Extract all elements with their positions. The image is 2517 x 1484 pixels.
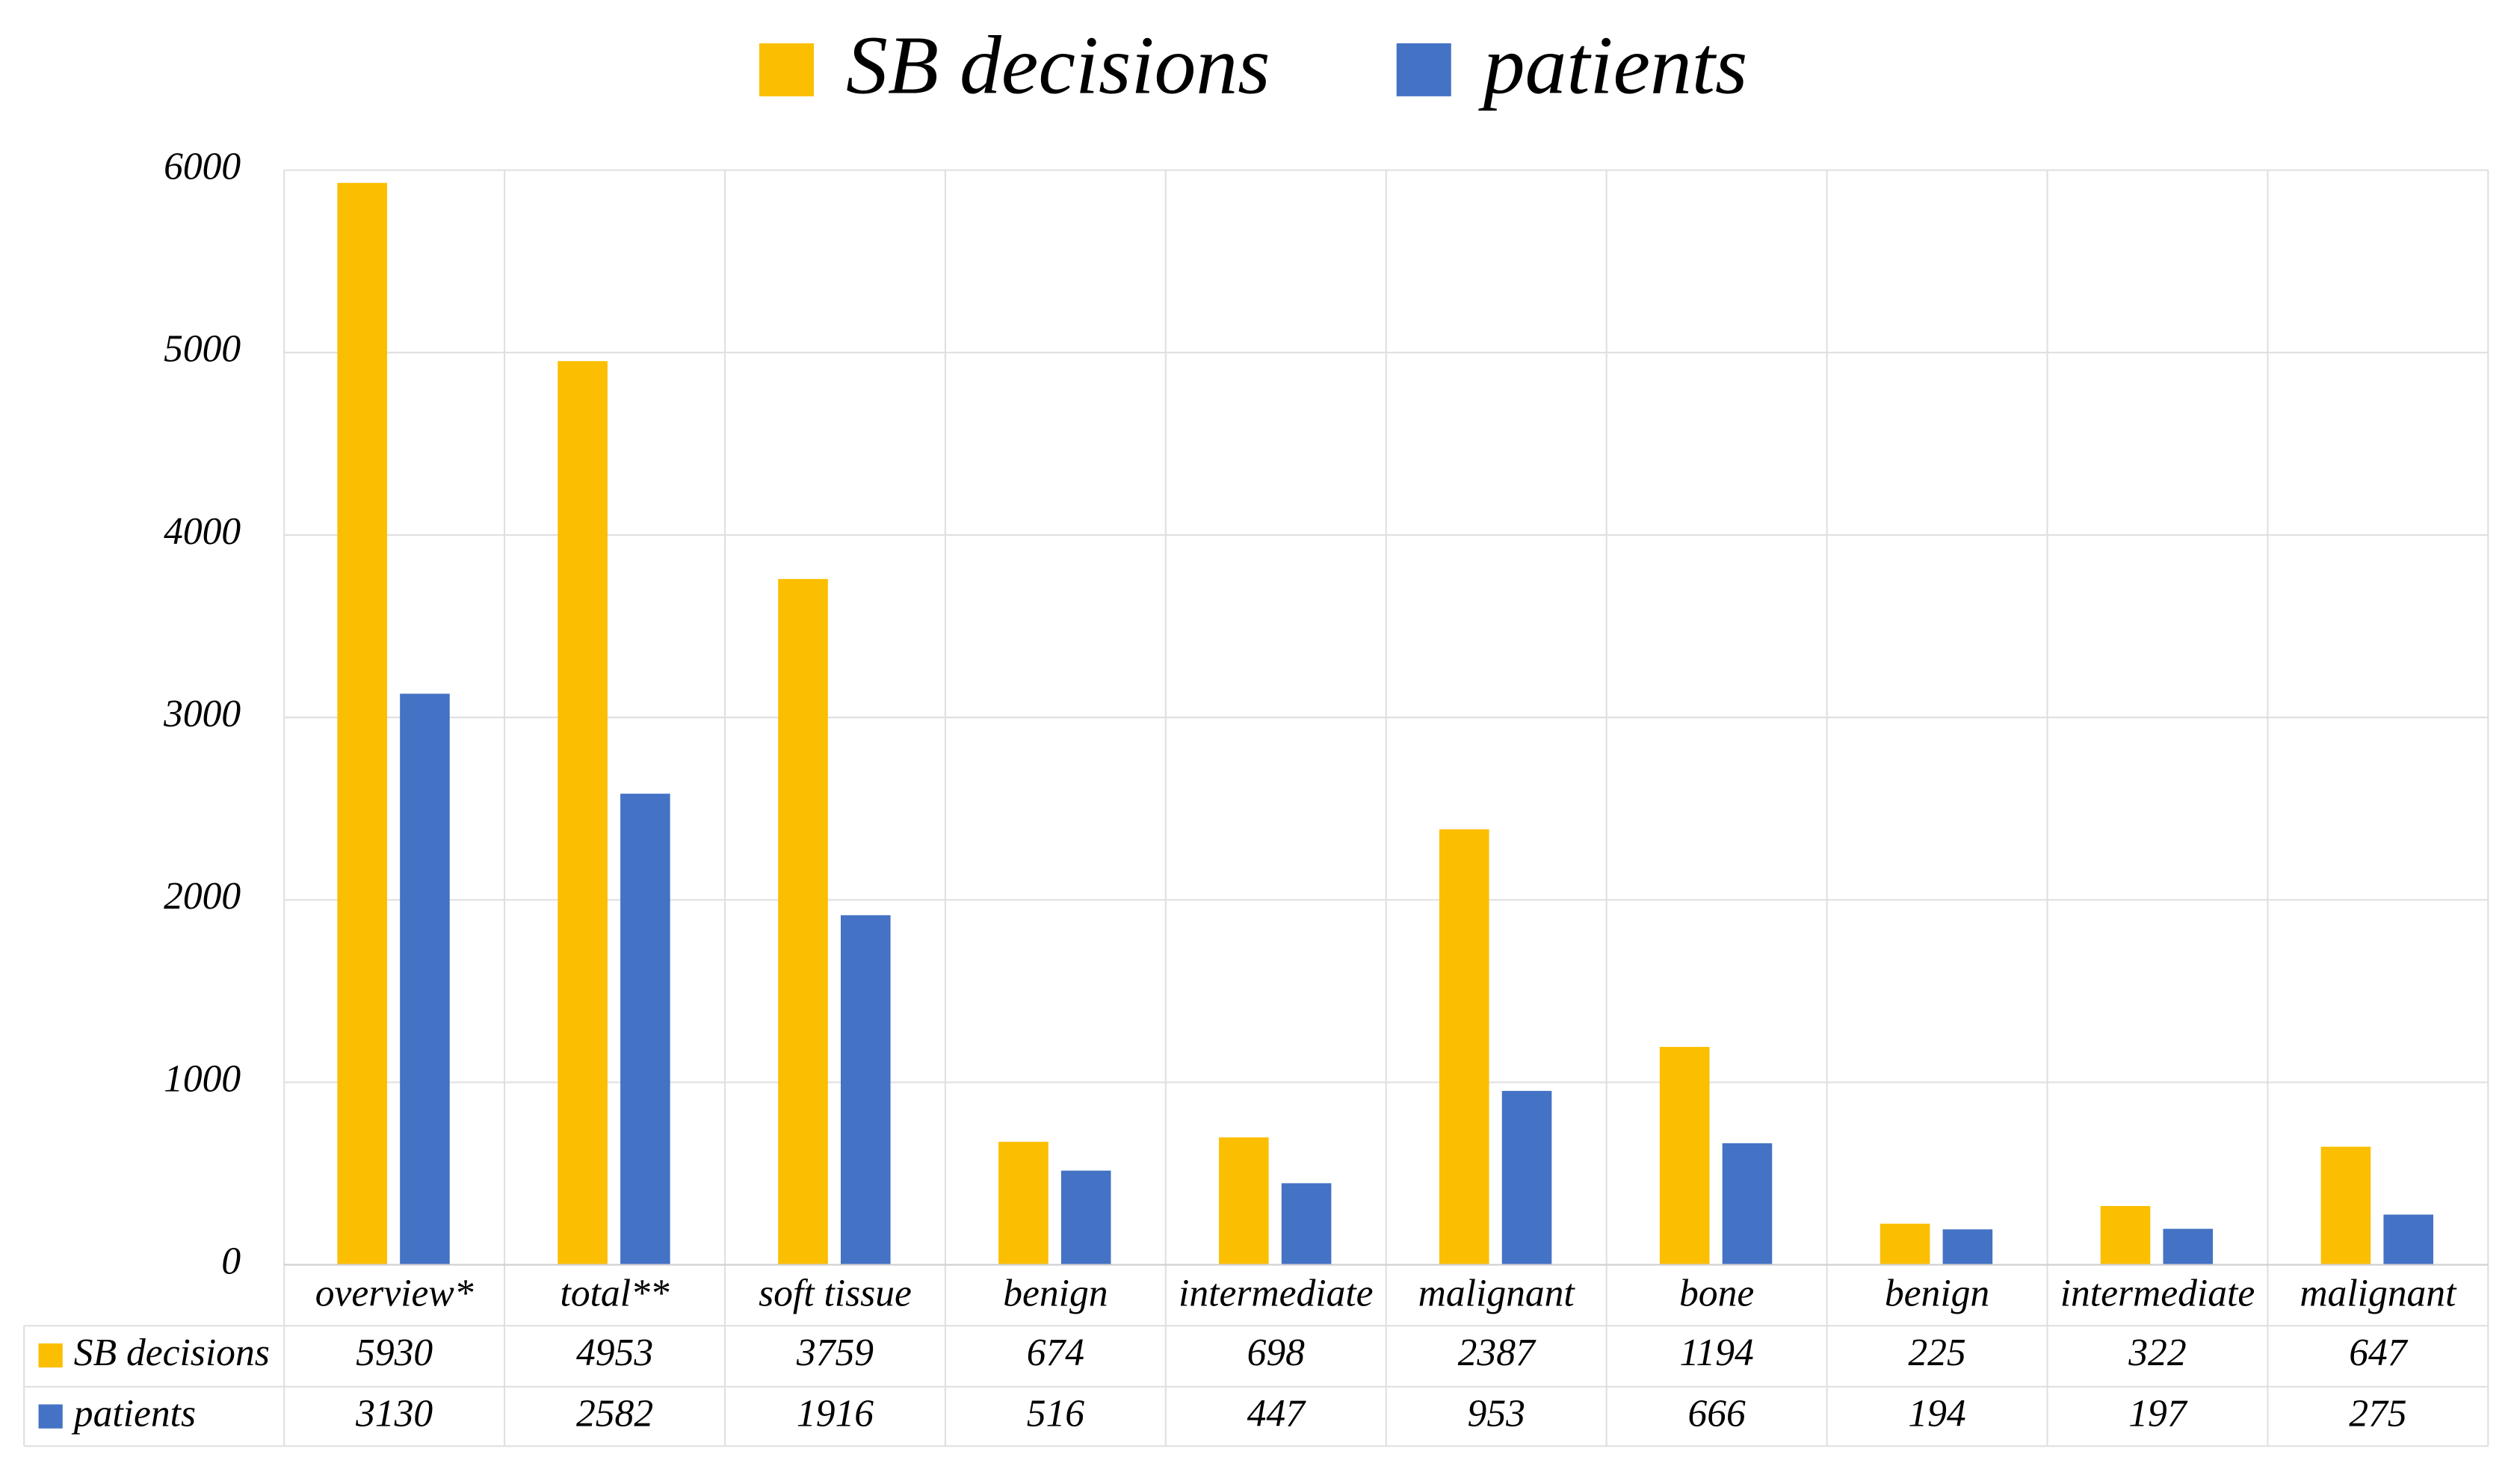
data-label: 1916 [797, 1392, 874, 1435]
table-row-label: patients [71, 1392, 196, 1435]
data-label: 516 [1027, 1392, 1085, 1435]
bar [620, 794, 670, 1265]
legend-label: patients [1478, 19, 1748, 111]
bar [778, 578, 828, 1265]
x-tick-label: benign [1885, 1272, 1989, 1314]
data-label: 698 [1247, 1332, 1306, 1374]
y-tick-label: 2000 [164, 875, 241, 918]
bar [1060, 1170, 1111, 1265]
legend-label: SB decisions [846, 19, 1270, 111]
bar [337, 182, 387, 1265]
data-label: 4953 [576, 1332, 653, 1374]
data-label: 194 [1908, 1392, 1965, 1435]
data-label: 3130 [355, 1392, 433, 1435]
data-label: 275 [2349, 1392, 2406, 1435]
table-legend-key [38, 1343, 63, 1368]
x-tick-label: malignant [1418, 1272, 1576, 1314]
data-label: 2387 [1458, 1332, 1537, 1374]
bar [1439, 829, 1489, 1265]
data-label: 3759 [796, 1332, 874, 1374]
bar [400, 693, 450, 1265]
legend-key [759, 43, 815, 96]
x-tick-label: malignant [2300, 1272, 2457, 1314]
bar [1659, 1047, 1710, 1265]
table-row-label: SB decisions [74, 1332, 270, 1374]
data-label: 674 [1027, 1332, 1084, 1374]
x-tick-label: total** [560, 1272, 670, 1314]
x-tick-label: soft tissue [759, 1272, 912, 1314]
bar [558, 361, 608, 1265]
table-legend-key [38, 1404, 63, 1429]
bar [1219, 1137, 1269, 1265]
x-tick-label: intermediate [2060, 1272, 2255, 1314]
bar [2163, 1228, 2214, 1265]
x-tick-label: intermediate [1179, 1272, 1374, 1314]
data-label: 666 [1687, 1392, 1746, 1435]
data-label: 447 [1247, 1392, 1307, 1435]
y-tick-label: 1000 [164, 1057, 241, 1100]
bar [1880, 1223, 1930, 1265]
x-tick-label: overview* [315, 1272, 474, 1314]
bar [998, 1142, 1049, 1265]
x-tick-label: bone [1679, 1272, 1754, 1314]
data-label: 2582 [576, 1392, 653, 1435]
data-label: 197 [2128, 1392, 2188, 1435]
bar [1722, 1143, 1773, 1265]
data-label: 647 [2349, 1332, 2409, 1374]
y-tick-label: 0 [221, 1240, 241, 1282]
data-label: 5930 [356, 1332, 433, 1374]
y-tick-label: 4000 [164, 510, 241, 553]
bar [2100, 1205, 2151, 1265]
bar [2383, 1214, 2433, 1265]
legend-key [1396, 43, 1451, 96]
data-label: 953 [1468, 1392, 1525, 1435]
bar [2320, 1146, 2371, 1265]
y-tick-label: 3000 [163, 693, 241, 735]
bar [1942, 1229, 1993, 1265]
bar [840, 915, 891, 1265]
bar [1501, 1090, 1552, 1265]
data-label: 1194 [1679, 1332, 1753, 1374]
data-label: 225 [1908, 1332, 1965, 1374]
x-tick-label: benign [1003, 1272, 1108, 1314]
y-tick-label: 5000 [164, 328, 241, 371]
bar [1281, 1183, 1332, 1265]
data-label: 322 [2128, 1332, 2186, 1374]
y-tick-label: 6000 [164, 146, 241, 188]
